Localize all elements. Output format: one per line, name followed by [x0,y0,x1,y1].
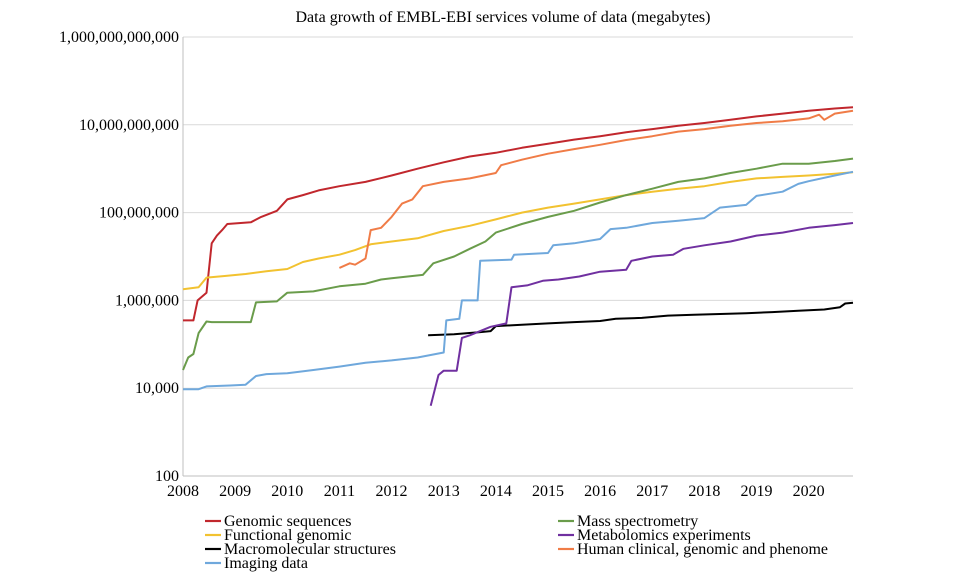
x-tick-label: 2011 [324,483,355,500]
series-line [182,171,854,291]
series-line [428,301,854,337]
x-tick-label: 2012 [376,483,408,500]
legend-label: Metabolomics experiments [577,527,751,544]
x-tick-label: 2017 [636,483,668,500]
x-tick-label: 2015 [532,483,564,500]
series-line [183,106,854,322]
axes: 100 10,000 1,000,000 100,000,000 10,000,000,… [59,29,853,500]
x-tick-label: 2014 [480,483,512,500]
series-line [183,170,854,391]
legend-label: Mass spectrometry [577,513,698,530]
series-line [429,222,854,406]
chart-title: Data growth of EMBL-EBI services volume … [296,9,711,26]
x-tick-label: 2009 [219,483,251,500]
legend-label: Human clinical, genomic and phenome [577,541,828,558]
y-tick-label: 100 [155,468,179,485]
x-tick-label: 2020 [793,483,825,500]
x-tick-label: 2013 [428,483,460,500]
x-tick-label: 2016 [584,483,616,500]
x-tick-label: 2019 [741,483,773,500]
x-tick-label: 2018 [688,483,720,500]
y-tick-label: 1,000,000 [115,292,179,309]
y-tick-label: 10,000 [135,380,179,397]
legend-label: Genomic sequences [224,513,352,530]
series-lines [182,106,854,406]
y-tick-label: 100,000,000 [99,205,179,222]
legend-label: Functional genomic [224,527,352,544]
x-tick-label: 2010 [271,483,303,500]
y-tick-label: 1,000,000,000,000 [59,29,179,46]
y-tick-label: 10,000,000,000 [79,117,179,134]
legend-label: Imaging data [224,555,308,572]
legend-label: Macromolecular structures [224,541,396,558]
series-line [182,157,854,371]
series-line [338,109,854,269]
x-tick-label: 2008 [167,483,199,500]
